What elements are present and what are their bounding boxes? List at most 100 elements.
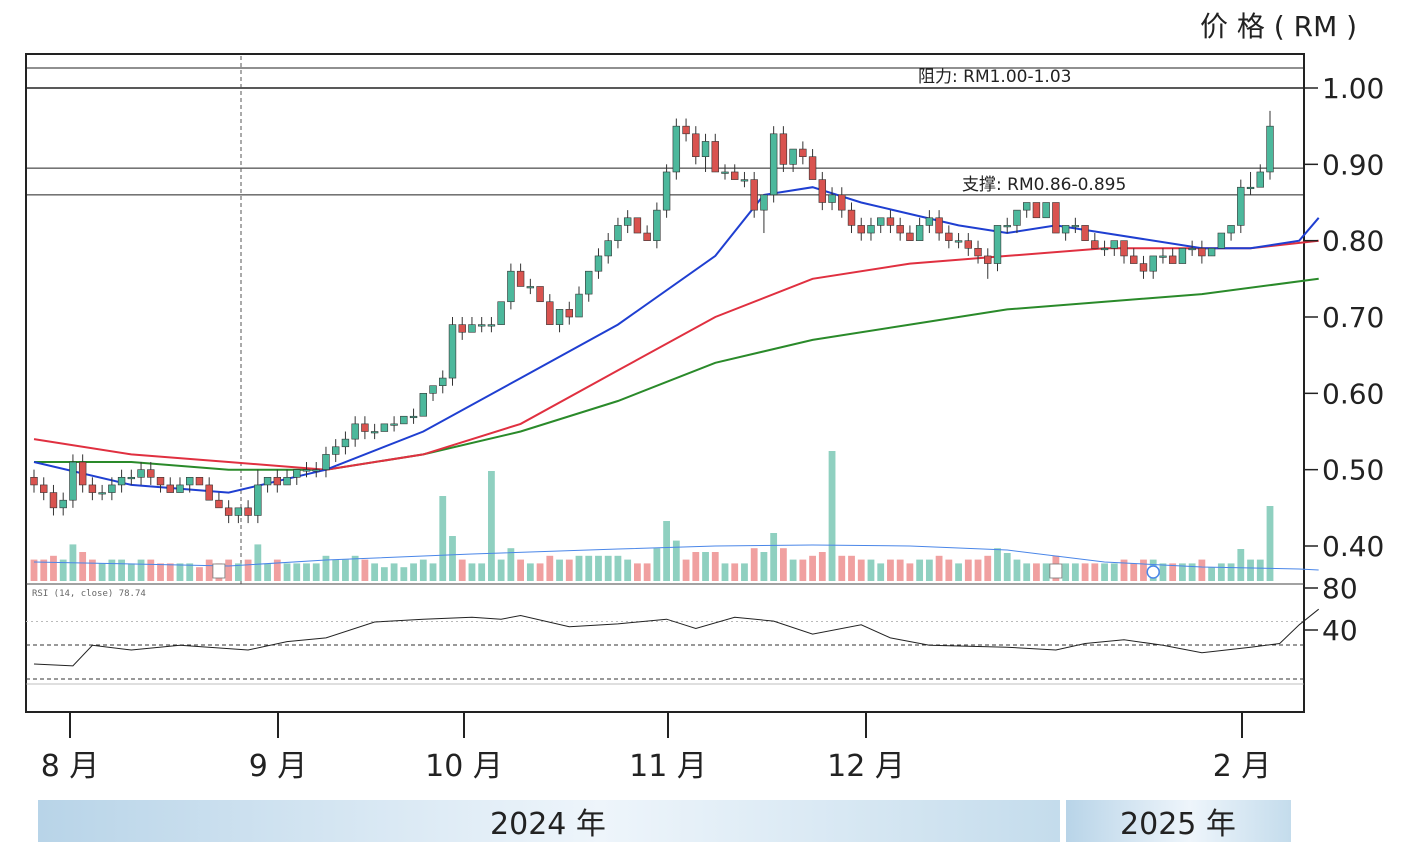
candle-body (721, 171, 729, 174)
support-label: 支撑: RM0.86-0.895 (962, 175, 1126, 195)
dividend-marker (1146, 565, 1160, 579)
candle-body (409, 415, 418, 419)
volume-bar (1013, 559, 1021, 581)
volume-bar (750, 548, 758, 581)
volume-bar (653, 548, 661, 581)
candle-body (1188, 248, 1196, 251)
candle-body (633, 217, 642, 234)
volume-bar (1266, 506, 1274, 581)
volume-bar (507, 548, 515, 581)
volume-bar (838, 555, 846, 581)
candle-body (1120, 240, 1128, 257)
rsi-tick-label: 80 (1322, 572, 1358, 605)
volume-bar (916, 559, 924, 581)
volume-bar (166, 563, 174, 581)
candle-body (614, 225, 622, 241)
candle-body (1246, 186, 1255, 190)
volume-bar (410, 563, 417, 581)
volume-bar (604, 555, 612, 581)
year-label-2025: 2025 年 (1120, 807, 1236, 842)
volume-bar (1208, 567, 1216, 581)
candle-body (127, 476, 136, 480)
candle-body (1149, 255, 1157, 272)
volume-bar (283, 563, 291, 581)
volume-bar (974, 559, 982, 581)
volume-bar (614, 555, 622, 581)
volume-bar (1217, 563, 1225, 581)
volume-bar (429, 563, 437, 581)
candle-body (429, 385, 437, 394)
volume-bar (79, 552, 87, 581)
candle-body (1237, 186, 1245, 226)
candle-body (1032, 202, 1041, 219)
volume-bar (1081, 563, 1089, 581)
volume-bar (303, 563, 310, 581)
candle-body (1061, 225, 1070, 234)
candle-body (273, 476, 282, 486)
volume-bar (1091, 563, 1099, 581)
candle-body (1227, 225, 1235, 234)
x-tick-label: 11 月 (629, 749, 707, 784)
candle-body (1178, 248, 1187, 264)
candle-body (1022, 202, 1031, 211)
volume-bar (643, 563, 651, 581)
candle-body (984, 255, 992, 264)
volume-bar (935, 555, 943, 581)
volume-bar (118, 559, 125, 581)
volume-bar (887, 559, 894, 581)
candle-body (906, 232, 914, 241)
candle-body (1052, 202, 1060, 234)
candle-body (448, 324, 457, 379)
candle-body (964, 240, 972, 249)
candle-body (604, 240, 612, 257)
earnings-marker (212, 563, 226, 579)
candle-body (1042, 202, 1050, 219)
candle-body (244, 507, 252, 516)
candle-body (867, 225, 875, 234)
candle-body (847, 209, 856, 226)
candle-body (370, 431, 379, 434)
volume-bar (40, 559, 48, 581)
volume-bar (925, 559, 933, 581)
volume-bar (721, 563, 729, 581)
x-tick-label: 2 月 (1213, 749, 1272, 784)
candle-body (526, 286, 535, 289)
volume-bar (896, 559, 904, 581)
candle-body (1198, 248, 1206, 257)
candle-body (701, 141, 710, 158)
volume-bar (741, 563, 748, 581)
candle-body (594, 255, 603, 272)
candle-body (137, 469, 145, 478)
candle-body (1130, 255, 1138, 264)
volume-bar (371, 563, 379, 581)
candle-body (1266, 125, 1274, 173)
candle-body (585, 270, 593, 295)
volume-bar (906, 563, 914, 581)
volume-bar (663, 521, 670, 581)
candle-body (69, 461, 77, 501)
volume-bar (1023, 563, 1031, 581)
volume-bar (565, 559, 573, 581)
candle-body (886, 217, 895, 226)
volume-bar (458, 559, 466, 581)
candle-body (312, 469, 320, 472)
volume-bar (556, 559, 563, 581)
volume-bar (799, 559, 807, 581)
candle-body (176, 484, 184, 493)
candle-body (88, 484, 97, 493)
y-tick-label: 0.80 (1322, 225, 1384, 258)
volume-bar (1101, 563, 1108, 581)
y-tick-label: 0.90 (1322, 148, 1384, 181)
candle-body (653, 209, 661, 241)
volume-bar (1188, 563, 1196, 581)
volume-bar (293, 563, 301, 581)
volume-bar (50, 555, 57, 581)
volume-bar (312, 563, 320, 581)
x-tick-label: 10 月 (425, 749, 503, 784)
volume-bar (273, 559, 281, 581)
candle-body (789, 148, 797, 165)
candle-body (380, 423, 389, 432)
candle-body (915, 225, 924, 241)
volume-bar (127, 563, 135, 581)
